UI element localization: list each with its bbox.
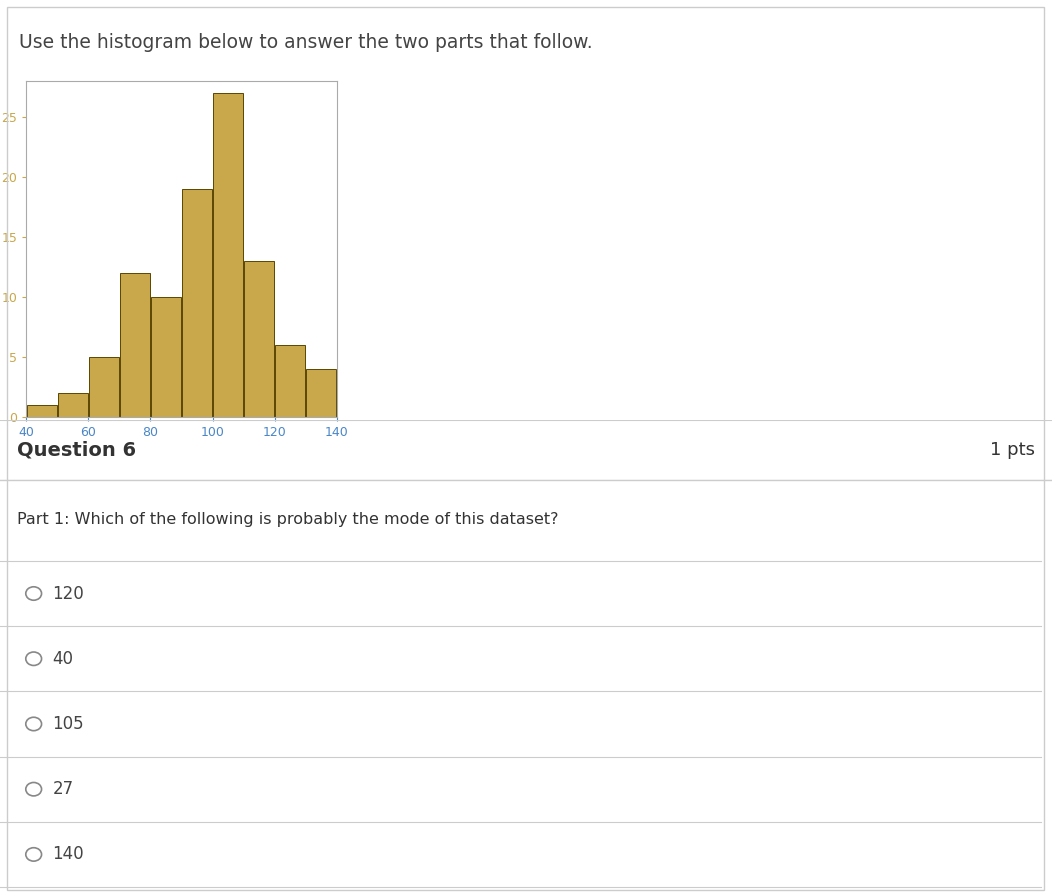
Text: 40: 40 [53,650,74,668]
Text: Part 1: Which of the following is probably the mode of this dataset?: Part 1: Which of the following is probab… [17,512,559,527]
Text: 105: 105 [53,715,84,733]
Bar [213,92,243,417]
Text: 120: 120 [53,584,84,602]
Bar [182,189,213,417]
Text: 140: 140 [53,846,84,864]
Bar [275,345,305,417]
Bar [150,297,181,417]
Bar [306,368,337,417]
Text: 27: 27 [53,780,74,798]
Bar [58,392,88,417]
Bar [26,405,57,417]
Text: Question 6: Question 6 [17,441,136,460]
Bar [244,261,275,417]
Text: Use the histogram below to answer the two parts that follow.: Use the histogram below to answer the tw… [19,33,592,52]
Bar [88,357,119,417]
Text: 1 pts: 1 pts [990,441,1035,460]
Bar [120,272,150,417]
